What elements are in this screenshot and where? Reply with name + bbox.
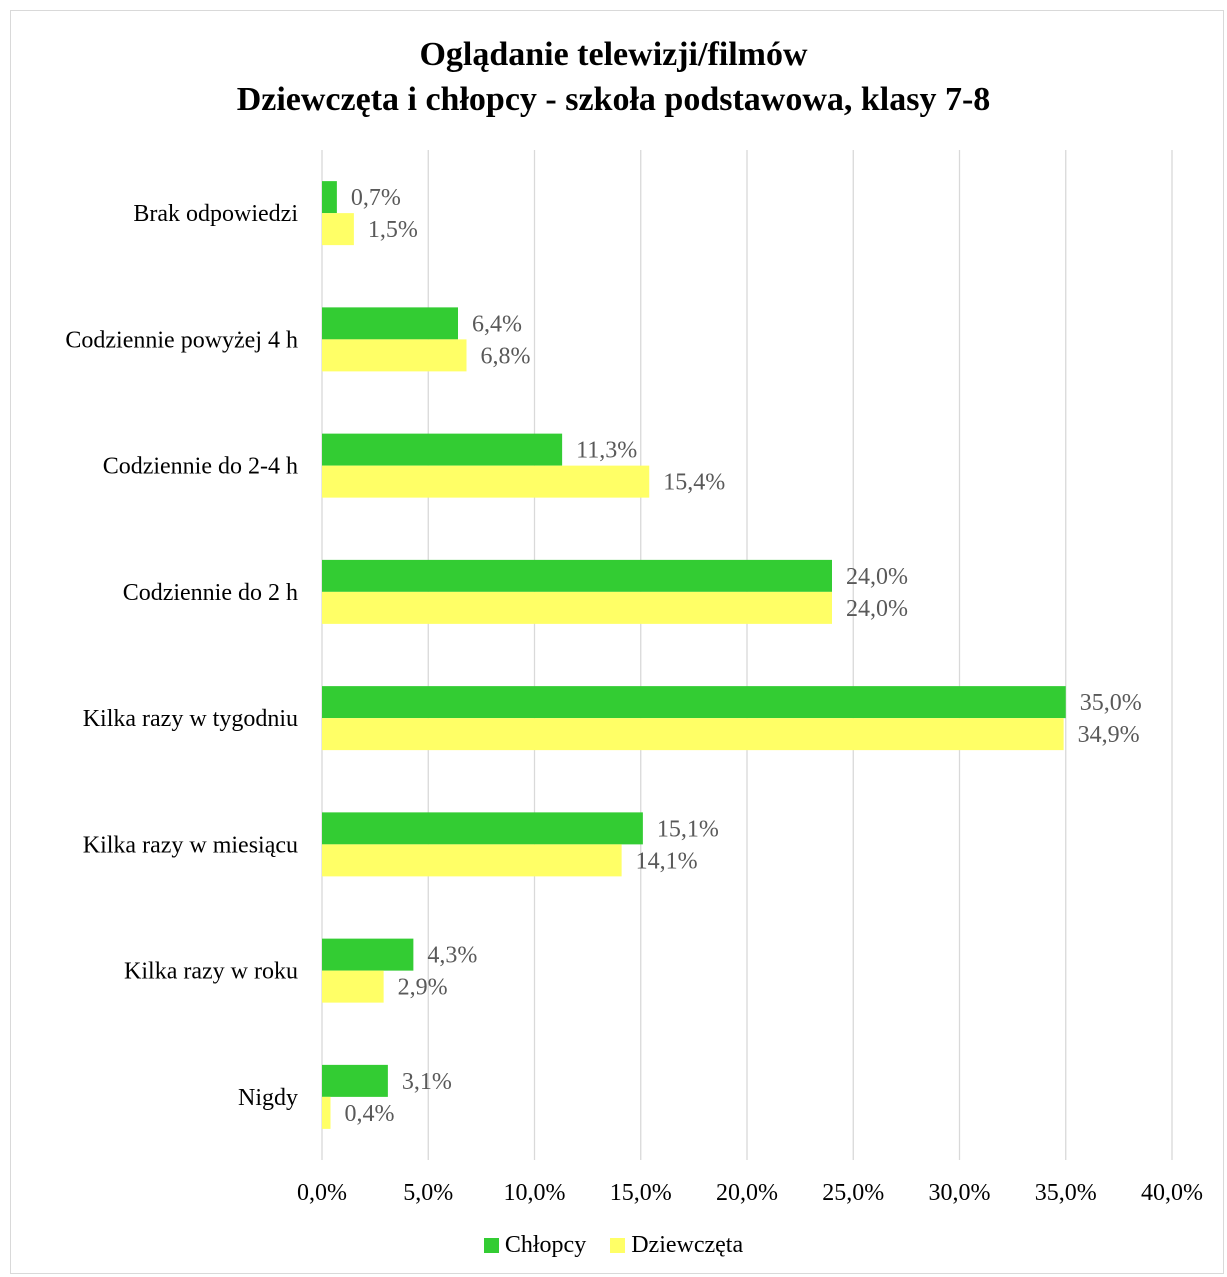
legend-item-dziewczeta: Dziewczęta — [610, 1232, 743, 1259]
bar-chlopcy — [322, 686, 1066, 719]
category-label: Brak odpowiedzi — [133, 201, 298, 227]
data-label: 1,5% — [368, 217, 418, 243]
legend-label-dziewczeta: Dziewczęta — [631, 1232, 744, 1258]
data-label: 34,9% — [1078, 722, 1140, 748]
x-tick-label: 15,0% — [610, 1180, 672, 1206]
bar-chlopcy — [322, 559, 832, 592]
bar-dziewczeta — [322, 339, 467, 372]
data-label: 15,4% — [663, 470, 725, 496]
legend-item-chlopcy: Chłopcy — [483, 1232, 587, 1259]
data-label: 11,3% — [576, 438, 637, 464]
category-label: Codziennie do 2 h — [123, 580, 298, 606]
bar-dziewczeta — [322, 213, 354, 246]
category-label: Codziennie do 2-4 h — [103, 454, 298, 480]
x-tick-label: 10,0% — [504, 1180, 566, 1206]
chart-frame — [10, 10, 1224, 1274]
legend-swatch-dziewczeta — [610, 1238, 626, 1253]
data-label: 15,1% — [657, 816, 719, 842]
bar-chlopcy — [322, 307, 458, 340]
bar-dziewczeta — [322, 591, 832, 624]
legend-label-chlopcy: Chłopcy — [504, 1232, 587, 1258]
x-tick-label: 30,0% — [929, 1180, 991, 1206]
chart-title: Oglądanie telewizji/filmów — [419, 36, 808, 73]
chart-subtitle: Dziewczęta i chłopcy - szkoła podstawowa… — [236, 81, 991, 118]
data-label: 6,8% — [481, 343, 531, 369]
data-label: 35,0% — [1080, 690, 1142, 716]
data-label: 24,0% — [846, 564, 908, 590]
x-tick-label: 25,0% — [822, 1180, 884, 1206]
legend-swatch-chlopcy — [483, 1238, 499, 1253]
bar-chlopcy — [322, 433, 563, 466]
x-tick-label: 5,0% — [403, 1180, 453, 1206]
bar-chlopcy — [322, 1064, 388, 1097]
data-label: 3,1% — [402, 1069, 452, 1095]
data-label: 2,9% — [398, 975, 448, 1001]
x-tick-label: 40,0% — [1141, 1180, 1203, 1206]
data-label: 4,3% — [427, 943, 477, 969]
x-tick-label: 35,0% — [1035, 1180, 1097, 1206]
bar-dziewczeta — [322, 718, 1064, 751]
category-label: Kilka razy w tygodniu — [83, 706, 298, 732]
bar-chlopcy — [322, 938, 414, 971]
data-label: 14,1% — [636, 848, 698, 874]
x-tick-label: 0,0% — [297, 1180, 347, 1206]
category-label: Kilka razy w miesiącu — [83, 832, 298, 858]
category-label: Codziennie powyżej 4 h — [65, 327, 298, 353]
bar-chart: 0,0% 5,0% 10,0% 15,0% 20,0% 25,0% 30,0% 35,0% 40… — [65, 150, 1203, 1206]
x-tick-label: 20,0% — [716, 1180, 778, 1206]
data-label: 0,7% — [351, 185, 401, 211]
bar-chlopcy — [322, 181, 337, 214]
bar-dziewczeta — [322, 970, 384, 1003]
bar-dziewczeta — [322, 465, 650, 498]
category-label: Kilka razy w roku — [124, 959, 298, 985]
data-label: 24,0% — [846, 596, 908, 622]
bar-chlopcy — [322, 812, 643, 845]
bar-dziewczeta — [322, 844, 622, 877]
legend: Chłopcy Dziewczęta — [0, 1232, 1227, 1259]
data-label: 0,4% — [345, 1101, 395, 1127]
data-label: 6,4% — [472, 311, 522, 337]
bar-dziewczeta — [322, 1096, 331, 1129]
category-label: Nigdy — [238, 1085, 298, 1111]
